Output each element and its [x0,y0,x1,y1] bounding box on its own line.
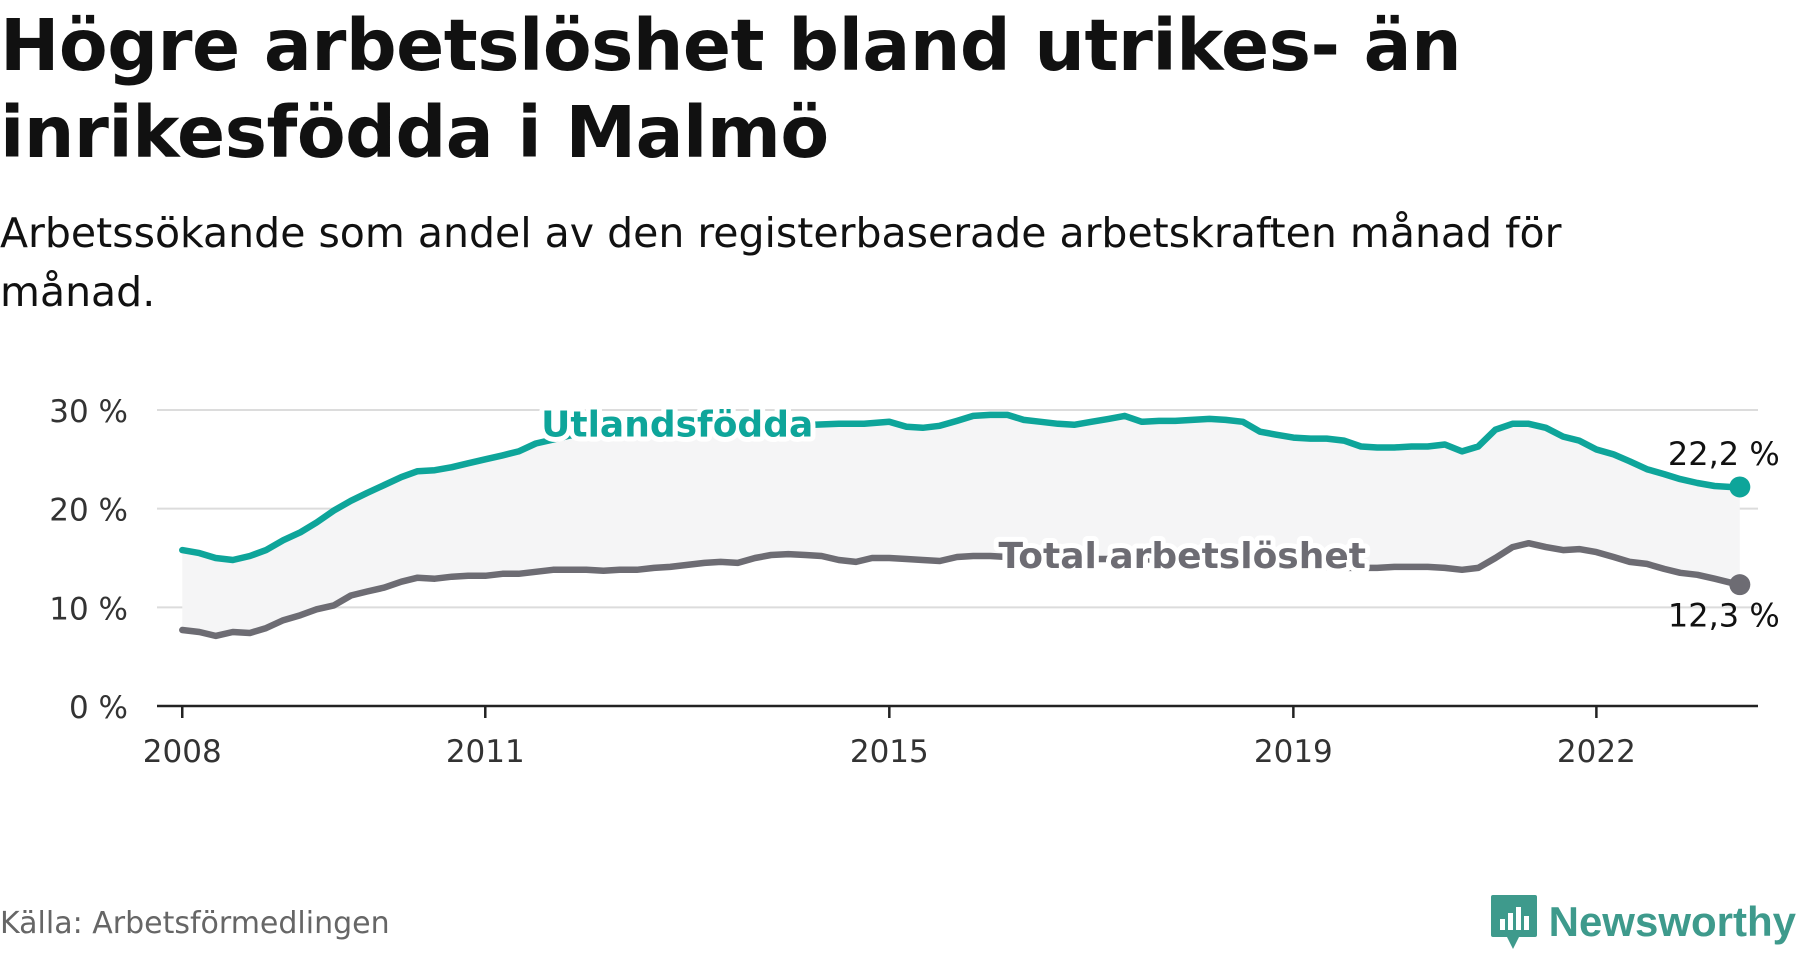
x-tick-label: 2022 [1557,734,1636,770]
x-tick-label: 2019 [1254,734,1333,770]
end-label-foreign-born: 22,2 % [1668,435,1780,473]
series-line-foreign-born [179,411,1744,564]
gap-band [182,414,1740,636]
x-tick-label: 2008 [143,734,222,770]
y-tick-label: 10 % [49,591,128,627]
series-lines [179,411,1751,640]
x-tick-label: 2011 [446,734,525,770]
source-note: Källa: Arbetsförmedlingen [0,906,390,941]
y-tick-label: 20 % [49,493,128,529]
newsworthy-logo-icon [1490,895,1537,949]
end-label-total: 12,3 % [1668,597,1780,635]
y-tick-label: 30 % [49,394,128,430]
brand-name: Newsworthy [1548,898,1796,945]
series-labels: 22,2 % 12,3 % Utlandsfödda Total arbetslösh… [536,400,1780,635]
series-line-total [179,539,1744,640]
end-marker-total [1729,574,1751,596]
chart-title: Högre arbetslöshet bland utrikes- än inr… [0,4,1462,174]
axes: 0 % 10 % 20 % 30 % 2008 2011 2015 2019 2022 [49,394,1758,770]
x-tick-label: 2015 [850,734,929,770]
chart-subtitle: Arbetssökande som andel av den registerb… [0,209,1562,316]
brand-logo[interactable]: Newsworthy [1489,890,1796,954]
y-tick-label: 0 % [69,690,128,726]
series-name-foreign-born: Utlandsfödda [541,405,813,446]
end-marker-foreign-born [1729,476,1751,498]
series-name-total: Total arbetslöshet [998,536,1366,577]
